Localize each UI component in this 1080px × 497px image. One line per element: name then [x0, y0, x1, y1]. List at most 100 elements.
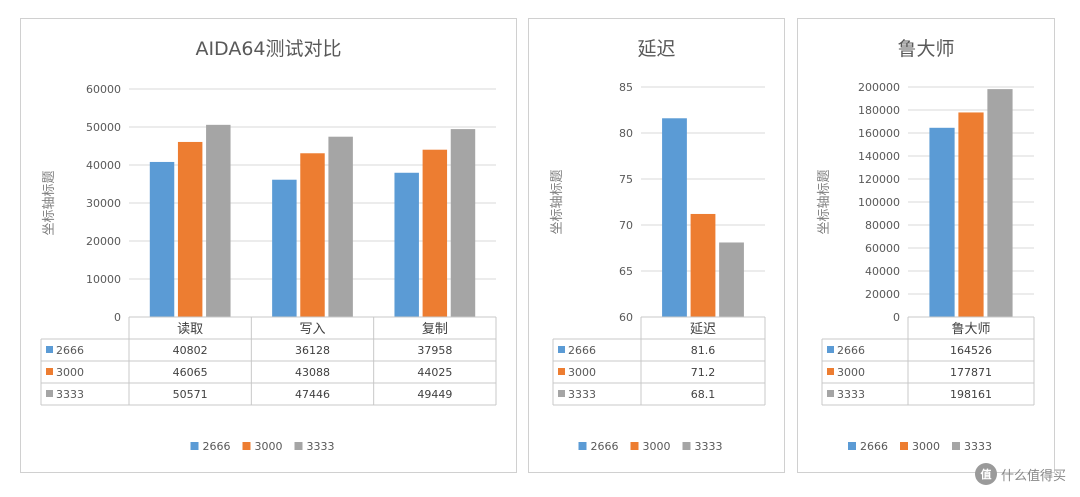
y-tick-label: 75	[619, 173, 633, 186]
bar-2666	[272, 179, 297, 317]
chart-panel-ludashi: 鲁大师 坐标轴标题 0 20000 40000 60000 80000 100000 12000…	[797, 18, 1055, 473]
legend-key	[242, 442, 251, 450]
legend-label: 2666	[591, 440, 619, 453]
table-series-label: 3000	[56, 366, 84, 379]
y-tick-label: 20000	[865, 288, 900, 301]
table-value: 198161	[950, 388, 992, 401]
y-tick-label: 85	[619, 81, 633, 94]
legend-label: 2666	[860, 440, 888, 453]
table-series-label: 3000	[568, 366, 596, 379]
bar-3000	[300, 153, 325, 317]
y-tick-label: 100000	[858, 196, 900, 209]
table-legend-key	[827, 368, 834, 375]
legend-key	[294, 442, 303, 450]
y-tick-label: 120000	[858, 173, 900, 186]
table-legend-key	[46, 368, 53, 375]
y-tick-label: 20000	[86, 235, 121, 248]
bar-3333	[328, 136, 353, 317]
bar-3333	[719, 242, 744, 317]
chart-panel-latency: 延迟 坐标轴标题 60 65 70 75 80 85 延迟 2666 81.6 3000 71.2 333…	[528, 18, 785, 473]
legend-label: 3000	[255, 440, 283, 453]
bar-2666	[394, 172, 419, 317]
legend-label: 3333	[695, 440, 723, 453]
watermark-logo-icon: 值	[974, 463, 997, 485]
legend-key	[682, 442, 691, 450]
table-value: 44025	[417, 366, 452, 379]
table-value: 68.1	[691, 388, 716, 401]
table-value: 71.2	[691, 366, 716, 379]
legend-label: 2666	[203, 440, 231, 453]
x-category-label: 复制	[422, 322, 448, 337]
bar-3333	[987, 89, 1013, 317]
y-axis-title: 坐标轴标题	[817, 169, 832, 234]
bar-3000	[422, 149, 448, 317]
legend-key	[952, 442, 960, 450]
table-legend-key	[46, 346, 53, 353]
y-tick-label: 40000	[86, 159, 121, 172]
table-value: 47446	[295, 388, 330, 401]
legend-key	[630, 442, 639, 450]
x-category-label: 写入	[299, 322, 325, 337]
y-axis-title: 坐标轴标题	[42, 170, 57, 235]
legend-label: 3000	[643, 440, 671, 453]
legend-key	[190, 442, 199, 450]
table-value: 36128	[295, 344, 330, 357]
bar-3333	[206, 124, 231, 317]
table-value: 81.6	[691, 344, 716, 357]
y-tick-label: 10000	[86, 273, 121, 286]
chart-title: AIDA64测试对比	[195, 38, 341, 60]
table-legend-key	[558, 346, 565, 353]
y-tick-label: 60	[619, 311, 633, 324]
table-value: 177871	[950, 366, 992, 379]
table-value: 50571	[173, 388, 208, 401]
y-tick-label: 180000	[858, 104, 900, 117]
bar-3000	[177, 141, 203, 317]
legend-key	[900, 442, 908, 450]
y-tick-label: 160000	[858, 127, 900, 140]
table-legend-key	[558, 390, 565, 397]
legend-label: 3333	[307, 440, 335, 453]
table-series-label: 3333	[837, 388, 865, 401]
table-series-label: 2666	[56, 344, 84, 357]
bar-2666	[662, 118, 687, 317]
table-series-label: 2666	[837, 344, 865, 357]
bar-3000	[958, 112, 984, 317]
y-tick-label: 0	[114, 311, 121, 324]
legend-label: 3333	[964, 440, 992, 453]
y-tick-label: 30000	[86, 197, 121, 210]
table-legend-key	[827, 390, 834, 397]
chart-title: 延迟	[637, 38, 675, 60]
y-tick-label: 80	[619, 127, 633, 140]
table-series-label: 3333	[568, 388, 596, 401]
table-series-label: 2666	[568, 344, 596, 357]
y-tick-label: 200000	[858, 81, 900, 94]
chart-panel-aida64: AIDA64测试对比坐标轴标题 0 10000 20000 30000 40000 5000…	[20, 18, 517, 473]
legend-key	[578, 442, 587, 450]
table-value: 46065	[173, 366, 208, 379]
table-value: 164526	[950, 344, 992, 357]
x-category-label: 延迟	[690, 322, 716, 337]
chart-ludashi: 鲁大师坐标轴标题02000040000600008000010000012000…	[817, 38, 1035, 453]
bar-2666	[149, 161, 175, 317]
table-legend-key	[827, 346, 834, 353]
chart-title: 鲁大师	[897, 38, 954, 60]
legend-label: 3000	[912, 440, 940, 453]
watermark-text: 什么值得买	[1000, 468, 1066, 484]
y-tick-label: 70	[619, 219, 633, 232]
bar-2666	[929, 127, 955, 317]
x-category-label: 鲁大师	[951, 322, 990, 337]
y-tick-label: 0	[893, 311, 900, 324]
table-value: 37958	[417, 344, 452, 357]
table-legend-key	[46, 390, 53, 397]
table-value: 40802	[173, 344, 208, 357]
y-tick-label: 40000	[865, 265, 900, 278]
bar-3000	[690, 213, 716, 317]
y-tick-label: 80000	[865, 219, 900, 232]
y-tick-label: 140000	[858, 150, 900, 163]
table-value: 49449	[417, 388, 452, 401]
table-series-label: 3000	[837, 366, 865, 379]
table-legend-key	[558, 368, 565, 375]
y-tick-label: 50000	[86, 121, 121, 134]
